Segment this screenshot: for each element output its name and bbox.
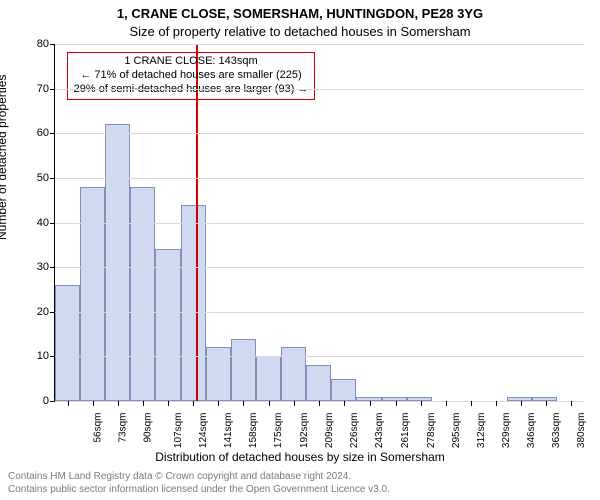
bar [155,249,180,401]
x-tick-mark [319,401,320,406]
y-tick-mark [50,178,55,179]
x-tick-mark [344,401,345,406]
x-tick-label: 380sqm [576,413,587,449]
x-tick-mark [243,401,244,406]
x-tick-mark [396,401,397,406]
x-tick-label: 141sqm [223,413,234,449]
x-tick-label: 226sqm [349,413,360,449]
y-tick-label: 80 [37,38,49,50]
bar [130,187,155,401]
gridline [55,312,584,313]
x-tick-label: 346sqm [526,413,537,449]
x-tick-mark [193,401,194,406]
y-tick-label: 60 [37,127,49,139]
x-tick-label: 56sqm [92,413,103,443]
x-tick-label: 90sqm [142,413,153,443]
y-tick-mark [50,401,55,402]
x-axis-label: Distribution of detached houses by size … [0,450,600,464]
annotation-line2: ← 71% of detached houses are smaller (22… [74,69,309,83]
y-tick-label: 40 [37,217,49,229]
x-tick-label: 329sqm [501,413,512,449]
gridline [55,133,584,134]
bar [55,285,80,401]
bar [331,379,356,401]
title-address: 1, CRANE CLOSE, SOMERSHAM, HUNTINGDON, P… [0,6,600,21]
y-tick-mark [50,267,55,268]
x-tick-mark [521,401,522,406]
gridline [55,89,584,90]
chart-plot-area: 1 CRANE CLOSE: 143sqm ← 71% of detached … [54,44,584,402]
x-tick-mark [571,401,572,406]
gridline [55,223,584,224]
x-tick-mark [143,401,144,406]
x-tick-label: 158sqm [248,413,259,449]
y-tick-mark [50,356,55,357]
title-subtitle: Size of property relative to detached ho… [0,24,600,39]
y-tick-mark [50,312,55,313]
y-tick-label: 30 [37,261,49,273]
x-tick-mark [93,401,94,406]
gridline [55,267,584,268]
bar [306,365,331,401]
x-tick-mark [118,401,119,406]
bar [181,205,206,401]
y-tick-label: 70 [37,83,49,95]
gridline [55,178,584,179]
x-tick-label: 124sqm [198,413,209,449]
y-tick-label: 0 [43,395,49,407]
bar [80,187,105,401]
x-tick-label: 243sqm [374,413,385,449]
bar [231,339,256,401]
gridline [55,44,584,45]
y-tick-mark [50,133,55,134]
x-tick-label: 312sqm [476,413,487,449]
y-tick-label: 50 [37,172,49,184]
footnote: Contains HM Land Registry data © Crown c… [8,471,390,496]
x-tick-mark [370,401,371,406]
x-tick-mark [218,401,219,406]
x-tick-mark [446,401,447,406]
x-tick-mark [496,401,497,406]
annotation-box: 1 CRANE CLOSE: 143sqm ← 71% of detached … [67,52,316,100]
x-tick-mark [168,401,169,406]
y-tick-label: 20 [37,306,49,318]
x-tick-mark [421,401,422,406]
bar [256,356,281,401]
y-tick-mark [50,44,55,45]
footnote-line1: Contains HM Land Registry data © Crown c… [8,471,390,484]
x-tick-label: 175sqm [273,413,284,449]
x-tick-mark [546,401,547,406]
x-tick-label: 363sqm [551,413,562,449]
x-tick-label: 261sqm [401,413,412,449]
x-tick-mark [269,401,270,406]
x-tick-label: 73sqm [117,413,128,443]
y-tick-label: 10 [37,350,49,362]
y-axis-label: Number of detached properties [0,75,9,240]
x-tick-label: 209sqm [324,413,335,449]
x-tick-label: 295sqm [451,413,462,449]
footnote-line2: Contains public sector information licen… [8,484,390,497]
x-tick-mark [294,401,295,406]
bar [105,124,130,401]
x-tick-mark [68,401,69,406]
y-tick-mark [50,223,55,224]
x-tick-mark [471,401,472,406]
x-tick-label: 278sqm [426,413,437,449]
x-tick-label: 107sqm [173,413,184,449]
y-tick-mark [50,89,55,90]
gridline [55,356,584,357]
annotation-line1: 1 CRANE CLOSE: 143sqm [74,55,309,69]
x-tick-label: 192sqm [299,413,310,449]
